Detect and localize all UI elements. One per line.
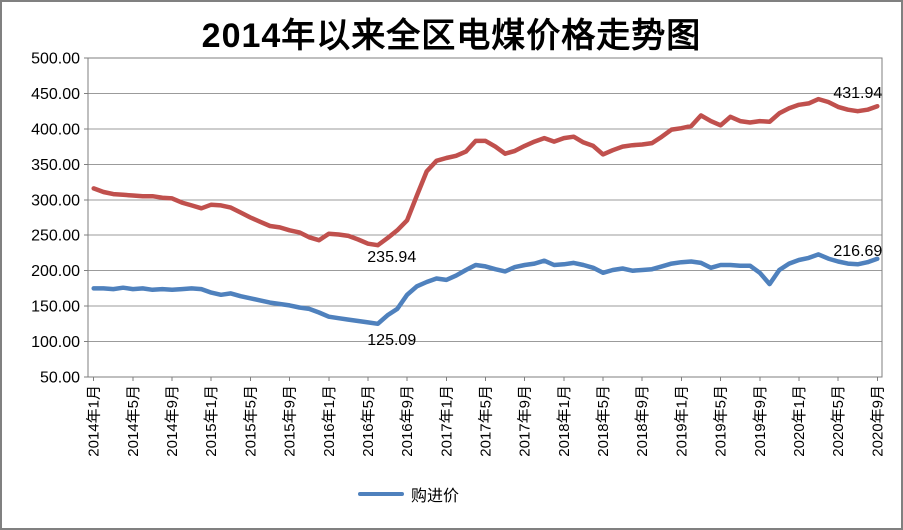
plot-border — [87, 57, 883, 378]
legend-label: 购进价 — [411, 488, 460, 505]
x-tick-label: 2018年1月 — [556, 385, 573, 457]
data-label: 235.94 — [367, 249, 416, 266]
data-label: 216.69 — [833, 243, 882, 260]
x-tick-label: 2019年5月 — [713, 385, 730, 457]
y-tick-label: 100.00 — [31, 334, 80, 351]
x-tick-label: 2017年9月 — [517, 385, 534, 457]
x-tick-label: 2017年1月 — [438, 385, 455, 457]
x-tick-label: 2018年9月 — [634, 385, 651, 457]
chart-legend: 购进价 — [358, 482, 459, 506]
x-tick-label: 2015年1月 — [203, 385, 220, 457]
y-tick-label: 400.00 — [31, 121, 80, 138]
data-label: 125.09 — [367, 332, 416, 349]
data-label: 431.94 — [833, 85, 882, 102]
y-tick-label: 250.00 — [31, 228, 80, 245]
y-tick-label: 300.00 — [31, 192, 80, 209]
x-tick-label: 2017年5月 — [478, 385, 495, 457]
chart-title: 2014年以来全区电煤价格走势图 — [201, 17, 702, 55]
series-line-1 — [91, 252, 880, 327]
x-tick-label: 2016年9月 — [399, 385, 416, 457]
series-line-0 — [91, 96, 880, 248]
y-tick-label: 200.00 — [31, 263, 80, 280]
x-tick-label: 2020年1月 — [791, 385, 808, 457]
y-tick-label: 450.00 — [31, 86, 80, 103]
x-tick-label: 2015年9月 — [282, 385, 299, 457]
x-tick-label: 2014年1月 — [86, 385, 103, 457]
x-tick-label: 2019年9月 — [752, 385, 769, 457]
x-tick-label: 2014年5月 — [125, 385, 142, 457]
y-tick-label: 150.00 — [31, 299, 80, 316]
x-tick-label: 2020年9月 — [869, 385, 886, 457]
x-tick-label: 2019年1月 — [673, 385, 690, 457]
y-tick-label: 50.00 — [40, 370, 80, 387]
x-tick-label: 2015年5月 — [242, 385, 259, 457]
x-tick-label: 2020年5月 — [830, 385, 847, 457]
x-tick-label: 2018年5月 — [595, 385, 612, 457]
x-tick-label: 2016年1月 — [321, 385, 338, 457]
x-tick-label: 2016年5月 — [360, 385, 377, 457]
y-tick-label: 500.00 — [31, 51, 80, 68]
y-tick-label: 350.00 — [31, 157, 80, 174]
legend-line-swatch — [358, 492, 404, 496]
x-tick-label: 2014年9月 — [164, 385, 181, 457]
